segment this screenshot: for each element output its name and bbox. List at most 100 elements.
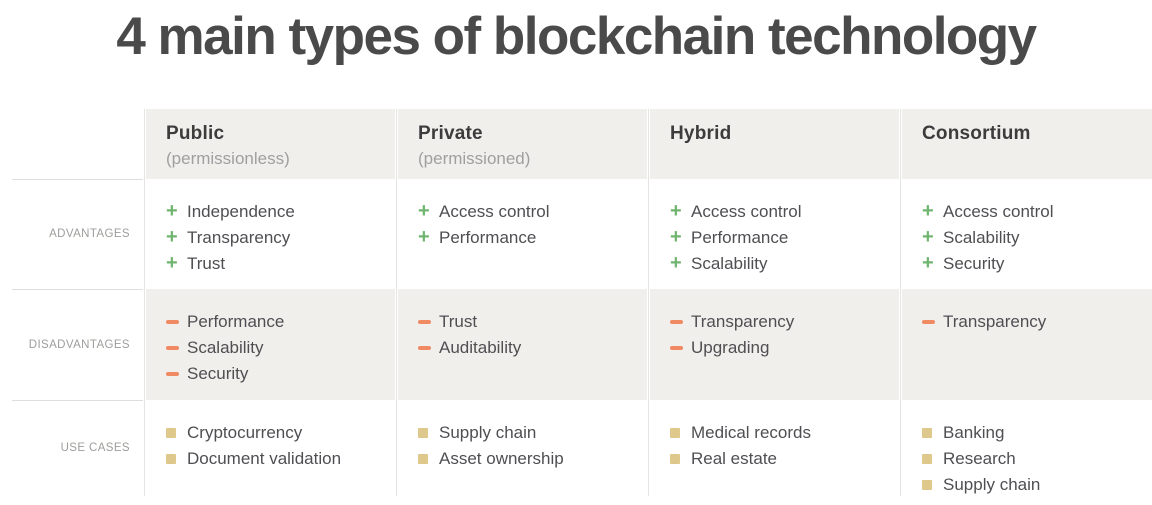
plus-icon (670, 255, 691, 273)
square-icon (166, 428, 187, 438)
minus-icon (166, 372, 187, 376)
list-item-label: Document validation (187, 449, 342, 468)
list-item-label: Transparency (691, 312, 795, 331)
square-icon (922, 454, 943, 464)
list-item: Trust (418, 309, 647, 335)
list-item: Research (922, 446, 1152, 472)
list-item-label: Performance (187, 312, 285, 331)
corner-cell (0, 109, 143, 179)
list-item-label: Banking (943, 423, 1005, 442)
square-icon (670, 428, 691, 438)
minus-icon (922, 320, 943, 324)
list-item: Scalability (922, 225, 1152, 251)
column-name: Hybrid (670, 123, 732, 144)
list-item-label: Supply chain (943, 475, 1041, 494)
list-item-label: Access control (439, 202, 550, 221)
public-advantages-cell: Independence Transparency Trust (143, 179, 395, 289)
list-item-label: Scalability (691, 254, 768, 273)
consortium-disadvantages-cell: Transparency (899, 289, 1152, 400)
list-item: Banking (922, 420, 1152, 446)
list-item-label: Independence (187, 202, 295, 221)
square-icon (418, 454, 439, 464)
plus-icon (166, 229, 187, 247)
list-item: Access control (922, 199, 1152, 225)
list-item: Access control (670, 199, 899, 225)
plus-icon (166, 255, 187, 273)
list-item: Performance (166, 309, 395, 335)
list-item-label: Trust (187, 254, 226, 273)
list-item-label: Auditability (439, 338, 522, 357)
list-item-label: Supply chain (439, 423, 537, 442)
list-item: Auditability (418, 335, 647, 361)
column-separator (899, 109, 902, 496)
list-item-label: Asset ownership (439, 449, 564, 468)
list-item-label: Performance (439, 228, 537, 247)
plus-icon (670, 229, 691, 247)
column-name: Private (418, 123, 483, 144)
list-item: Performance (670, 225, 899, 251)
minus-icon (670, 320, 691, 324)
list-item: Document validation (166, 446, 395, 472)
square-icon (670, 454, 691, 464)
list-item-label: Security (187, 364, 249, 383)
column-name: Public (166, 123, 225, 144)
row-label-advantages: ADVANTAGES (0, 179, 143, 289)
column-separator (647, 109, 650, 496)
column-separator (143, 109, 146, 496)
plus-icon (922, 229, 943, 247)
list-item-label: Scalability (943, 228, 1020, 247)
list-item: Security (922, 251, 1152, 277)
row-divider (12, 179, 143, 180)
page-title: 4 main types of blockchain technology (116, 7, 1037, 66)
column-name: Consortium (922, 123, 1031, 144)
row-label-disadvantages: DISADVANTAGES (0, 289, 143, 400)
private-use_cases-cell: Supply chain Asset ownership (395, 400, 647, 496)
list-item-label: Medical records (691, 423, 811, 442)
list-item-label: Scalability (187, 338, 264, 357)
square-icon (166, 454, 187, 464)
column-header-hybrid: Hybrid (647, 109, 899, 179)
list-item: Cryptocurrency (166, 420, 395, 446)
list-item-label: Performance (691, 228, 789, 247)
plus-icon (418, 229, 439, 247)
plus-icon (670, 203, 691, 221)
row-label-use_cases: USE CASES (0, 400, 143, 496)
list-item: Scalability (670, 251, 899, 277)
column-separator (395, 109, 398, 496)
column-header-consortium: Consortium (899, 109, 1152, 179)
plus-icon (166, 203, 187, 221)
consortium-advantages-cell: Access control Scalability Security (899, 179, 1152, 289)
list-item-label: Security (943, 254, 1005, 273)
list-item: Supply chain (922, 472, 1152, 498)
minus-icon (166, 346, 187, 350)
column-subtitle: (permissioned) (418, 149, 531, 168)
list-item-label: Transparency (943, 312, 1047, 331)
consortium-use_cases-cell: Banking Research Supply chain (899, 400, 1152, 496)
plus-icon (922, 203, 943, 221)
list-item: Security (166, 361, 395, 387)
minus-icon (670, 346, 691, 350)
list-item-label: Research (943, 449, 1016, 468)
plus-icon (418, 203, 439, 221)
list-item-label: Transparency (187, 228, 291, 247)
square-icon (922, 428, 943, 438)
list-item: Real estate (670, 446, 899, 472)
private-disadvantages-cell: Trust Auditability (395, 289, 647, 400)
list-item-label: Real estate (691, 449, 777, 468)
list-item: Asset ownership (418, 446, 647, 472)
square-icon (922, 480, 943, 490)
minus-icon (166, 320, 187, 324)
list-item: Access control (418, 199, 647, 225)
list-item: Scalability (166, 335, 395, 361)
list-item: Independence (166, 199, 395, 225)
list-item: Transparency (922, 309, 1152, 335)
column-header-private: Private (permissioned) (395, 109, 647, 179)
hybrid-disadvantages-cell: Transparency Upgrading (647, 289, 899, 400)
square-icon (418, 428, 439, 438)
column-header-public: Public (permissionless) (143, 109, 395, 179)
list-item: Upgrading (670, 335, 899, 361)
minus-icon (418, 320, 439, 324)
comparison-table: Public (permissionless) Private (permission… (0, 109, 1152, 496)
plus-icon (922, 255, 943, 273)
